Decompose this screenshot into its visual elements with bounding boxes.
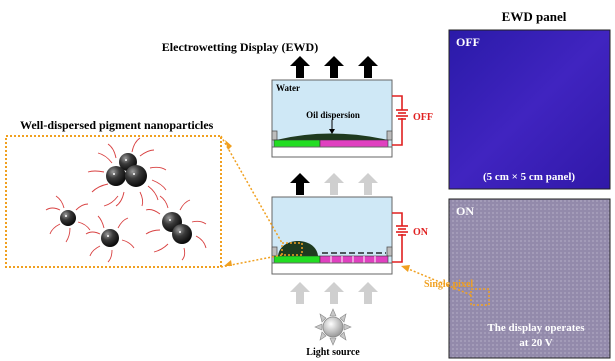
ewd-title: Electrowetting Display (EWD): [162, 40, 318, 54]
incoming-light-arrows: [290, 282, 378, 304]
panel-on-label: ON: [456, 204, 474, 218]
off-cell: [271, 79, 393, 158]
light-source-label: Light source: [306, 347, 360, 358]
panel-on: [448, 198, 611, 359]
panel-title: EWD panel: [502, 9, 567, 24]
off-output-arrows: [290, 56, 378, 78]
single-pixel-label: Single pixel: [424, 279, 473, 290]
oil-dispersion-label: Oil dispersion: [306, 110, 360, 120]
water-label: Water: [276, 83, 300, 93]
operates-line2: at 20 V: [519, 337, 552, 349]
sun-icon: [314, 308, 352, 346]
on-circuit: [392, 212, 408, 263]
off-circuit: [392, 95, 408, 146]
on-switch-label: ON: [413, 227, 429, 238]
panel-size-label: (5 cm × 5 cm panel): [483, 171, 575, 183]
single-pixel-box: [470, 288, 490, 306]
panel-off-label: OFF: [456, 35, 480, 49]
pigment-inset: [5, 135, 283, 268]
pigment-title: Well-dispersed pigment nanoparticles: [20, 118, 214, 132]
on-output-arrows: [290, 173, 378, 195]
operates-line1: The display operates: [487, 322, 585, 334]
panel-off: [448, 29, 611, 190]
on-cell: [271, 196, 393, 275]
off-switch-label: OFF: [413, 112, 433, 123]
